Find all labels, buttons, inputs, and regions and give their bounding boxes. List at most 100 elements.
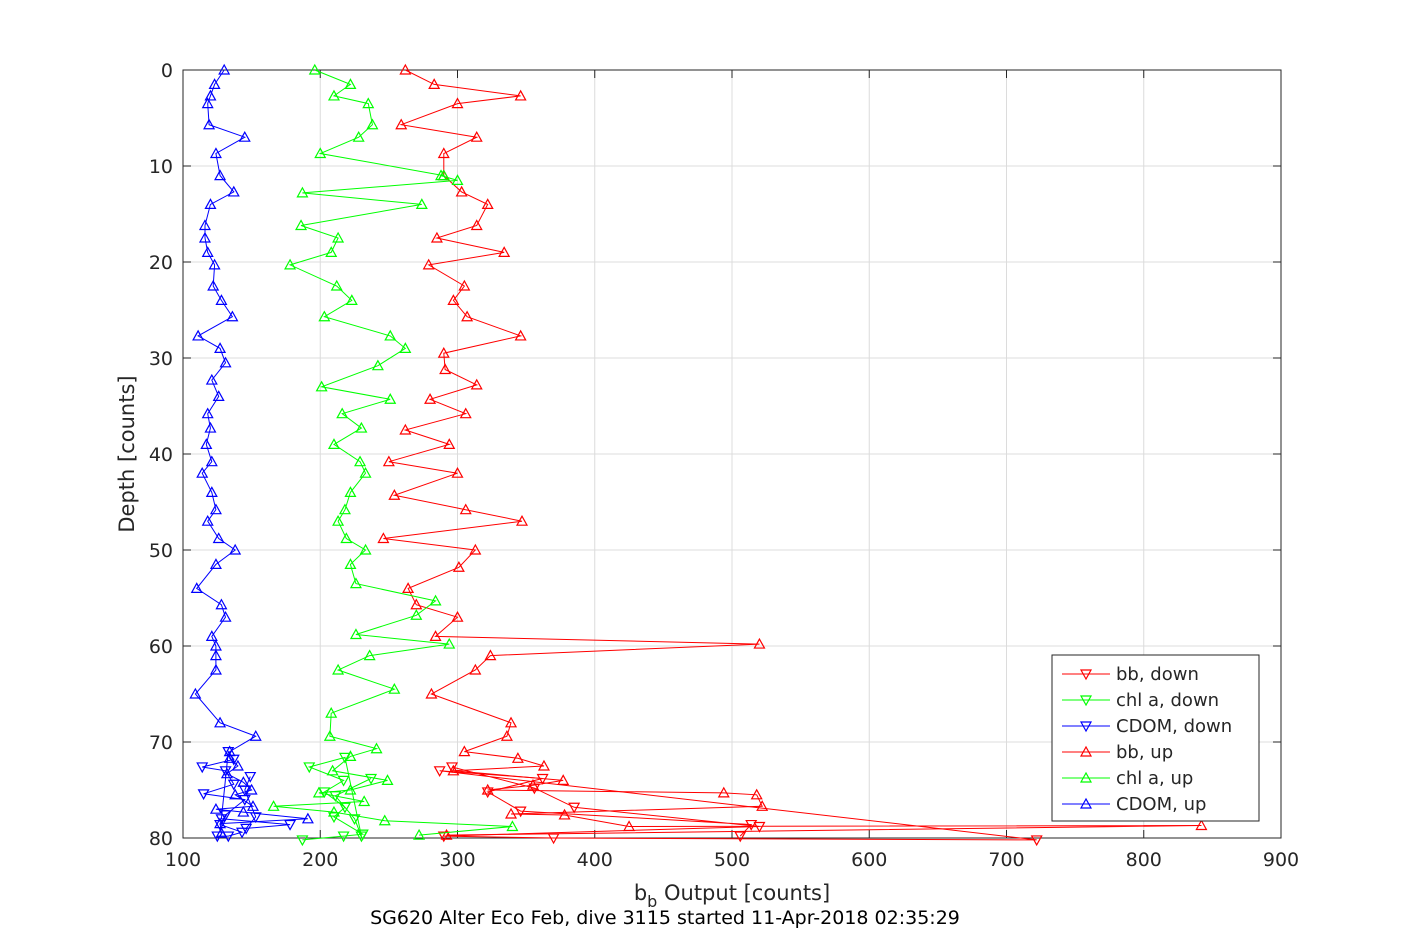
data-point xyxy=(469,663,482,675)
data-point xyxy=(246,800,260,811)
data-point xyxy=(220,767,233,779)
data-point xyxy=(337,775,350,787)
data-point xyxy=(214,716,227,728)
data-point xyxy=(345,294,358,305)
data-point xyxy=(388,489,401,500)
data-point xyxy=(358,795,371,807)
data-point xyxy=(312,786,325,798)
legend-entry: chl a, down xyxy=(1062,690,1219,711)
data-point xyxy=(1195,819,1208,831)
legend-entry: bb, down xyxy=(1062,664,1199,685)
data-point xyxy=(439,363,452,375)
legend-label: CDOM, down xyxy=(1116,716,1232,737)
data-point xyxy=(481,787,494,799)
data-point xyxy=(204,89,217,101)
data-point xyxy=(201,246,214,257)
data-point xyxy=(537,759,550,771)
data-point xyxy=(209,147,222,159)
series-line xyxy=(194,69,308,834)
data-point xyxy=(229,543,242,555)
data-point xyxy=(209,649,222,661)
data-point xyxy=(208,78,221,90)
data-point xyxy=(443,637,456,649)
y-tick-label: 60 xyxy=(149,636,173,658)
data-point xyxy=(344,558,357,570)
data-point xyxy=(223,752,236,763)
data-point xyxy=(402,582,415,594)
data-point xyxy=(344,78,357,90)
data-point xyxy=(422,258,435,270)
data-point xyxy=(348,814,361,826)
legend-marker xyxy=(1079,669,1093,681)
data-point xyxy=(315,380,328,392)
data-point xyxy=(204,198,217,209)
y-tick-label: 80 xyxy=(149,828,173,850)
data-point xyxy=(336,407,349,419)
data-point xyxy=(363,649,376,661)
data-point xyxy=(447,294,460,305)
data-point xyxy=(349,628,362,640)
data-point xyxy=(365,773,378,785)
legend-entry: bb, up xyxy=(1062,742,1173,763)
data-point xyxy=(354,455,367,467)
data-point xyxy=(219,356,232,368)
data-point xyxy=(366,118,379,130)
data-point xyxy=(459,503,472,515)
data-point xyxy=(205,630,218,642)
data-point xyxy=(470,130,483,142)
data-point xyxy=(433,766,446,778)
x-tick-label: 100 xyxy=(165,849,201,871)
data-point xyxy=(451,466,464,478)
data-point xyxy=(413,828,426,840)
data-point xyxy=(197,789,210,801)
data-point xyxy=(314,147,327,159)
data-point xyxy=(214,169,227,181)
data-point xyxy=(327,438,340,449)
data-point xyxy=(332,231,345,243)
x-axis-title-main: b xyxy=(634,881,647,905)
data-point xyxy=(437,831,450,843)
data-point xyxy=(359,543,372,555)
data-point xyxy=(515,514,529,526)
data-point xyxy=(481,198,494,209)
data-point xyxy=(201,407,214,419)
y-tick-label: 30 xyxy=(149,348,173,370)
data-point xyxy=(192,329,205,341)
data-point xyxy=(212,390,225,401)
data-point xyxy=(753,637,766,649)
data-point xyxy=(514,89,527,101)
data-point xyxy=(325,246,338,257)
data-point xyxy=(470,378,483,390)
x-tick-label: 800 xyxy=(1126,849,1162,871)
legend-entry: chl a, up xyxy=(1062,768,1193,789)
data-point xyxy=(362,97,375,109)
data-point xyxy=(218,63,231,75)
legend-marker xyxy=(1079,771,1093,783)
data-point xyxy=(388,682,401,694)
y-axis-title: Depth [counts] xyxy=(115,375,139,532)
data-point xyxy=(209,663,222,675)
data-point xyxy=(481,783,494,795)
data-point xyxy=(245,783,258,795)
data-point xyxy=(222,746,235,758)
legend-marker xyxy=(1079,797,1093,809)
series-5 xyxy=(189,63,314,838)
data-point xyxy=(526,778,540,790)
x-axis-title: bb Output [counts] xyxy=(634,881,830,911)
data-point xyxy=(318,310,331,322)
data-point xyxy=(332,663,345,675)
data-point xyxy=(201,514,214,526)
data-point xyxy=(323,730,336,741)
data-point xyxy=(452,561,465,572)
data-point xyxy=(301,812,314,824)
data-point xyxy=(215,826,228,838)
data-point xyxy=(451,97,464,109)
data-point xyxy=(244,771,257,783)
data-point xyxy=(568,802,581,814)
series-line xyxy=(302,756,372,841)
x-axis-title-suffix: Output [counts] xyxy=(657,881,830,905)
legend-box xyxy=(1051,654,1260,822)
data-point xyxy=(295,219,308,231)
data-point xyxy=(424,393,437,404)
